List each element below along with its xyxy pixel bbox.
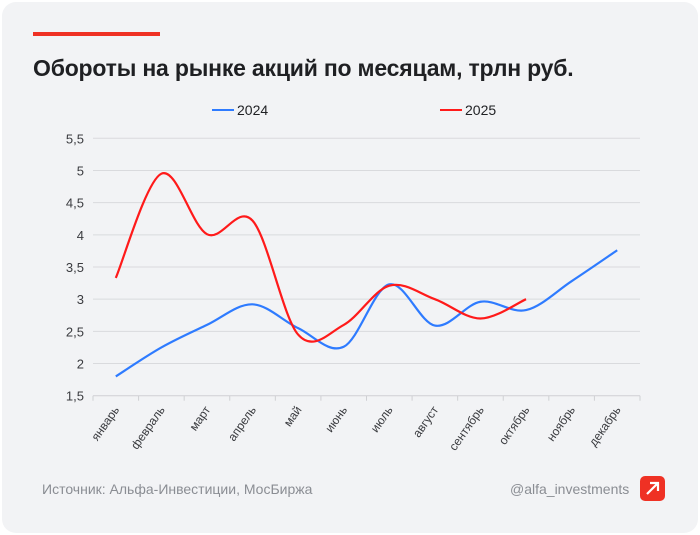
y-tick-label: 3,5 bbox=[66, 260, 84, 275]
y-tick-label: 5 bbox=[77, 163, 84, 178]
x-tick-label: апрель bbox=[225, 403, 259, 443]
series-line-2025 bbox=[114, 172, 527, 343]
x-tick-label: октябрь bbox=[496, 403, 533, 447]
y-tick-label: 2,5 bbox=[66, 324, 84, 339]
chart-title: Обороты на рынке акций по месяцам, трлн … bbox=[33, 55, 574, 81]
alfa-logo-icon bbox=[640, 476, 665, 501]
x-tick-label: март bbox=[187, 403, 214, 433]
y-tick-label: 3 bbox=[77, 292, 84, 307]
y-tick-label: 4 bbox=[77, 228, 84, 243]
series-line-2024 bbox=[115, 249, 618, 378]
x-tick-label: сентябрь bbox=[446, 403, 487, 453]
y-tick-label: 5,5 bbox=[66, 131, 84, 146]
legend-swatch bbox=[212, 109, 234, 111]
x-tick-label: февраль bbox=[128, 403, 168, 452]
x-tick-label: июнь bbox=[322, 403, 350, 434]
accent-bar bbox=[33, 32, 160, 36]
x-tick-label: июль bbox=[368, 403, 396, 435]
legend-label: 2024 bbox=[237, 102, 269, 118]
x-tick-label: январь bbox=[88, 403, 122, 443]
social-handle[interactable]: @alfa_investments bbox=[510, 481, 630, 497]
y-tick-label: 1,5 bbox=[66, 389, 84, 404]
x-tick-label: май bbox=[281, 403, 305, 429]
y-tick-label: 2 bbox=[77, 357, 84, 372]
legend-swatch bbox=[440, 109, 462, 111]
x-tick-label: август bbox=[410, 403, 442, 440]
x-tick-label: декабрь bbox=[586, 403, 624, 448]
legend-label: 2025 bbox=[465, 102, 497, 118]
y-tick-label: 4,5 bbox=[66, 196, 84, 211]
legend-item-2024: 2024 bbox=[212, 102, 268, 118]
source-text: Источник: Альфа-Инвестиции, МосБиржа bbox=[42, 481, 313, 497]
legend-item-2025: 2025 bbox=[440, 102, 496, 118]
x-tick-label: ноябрь bbox=[544, 403, 578, 443]
